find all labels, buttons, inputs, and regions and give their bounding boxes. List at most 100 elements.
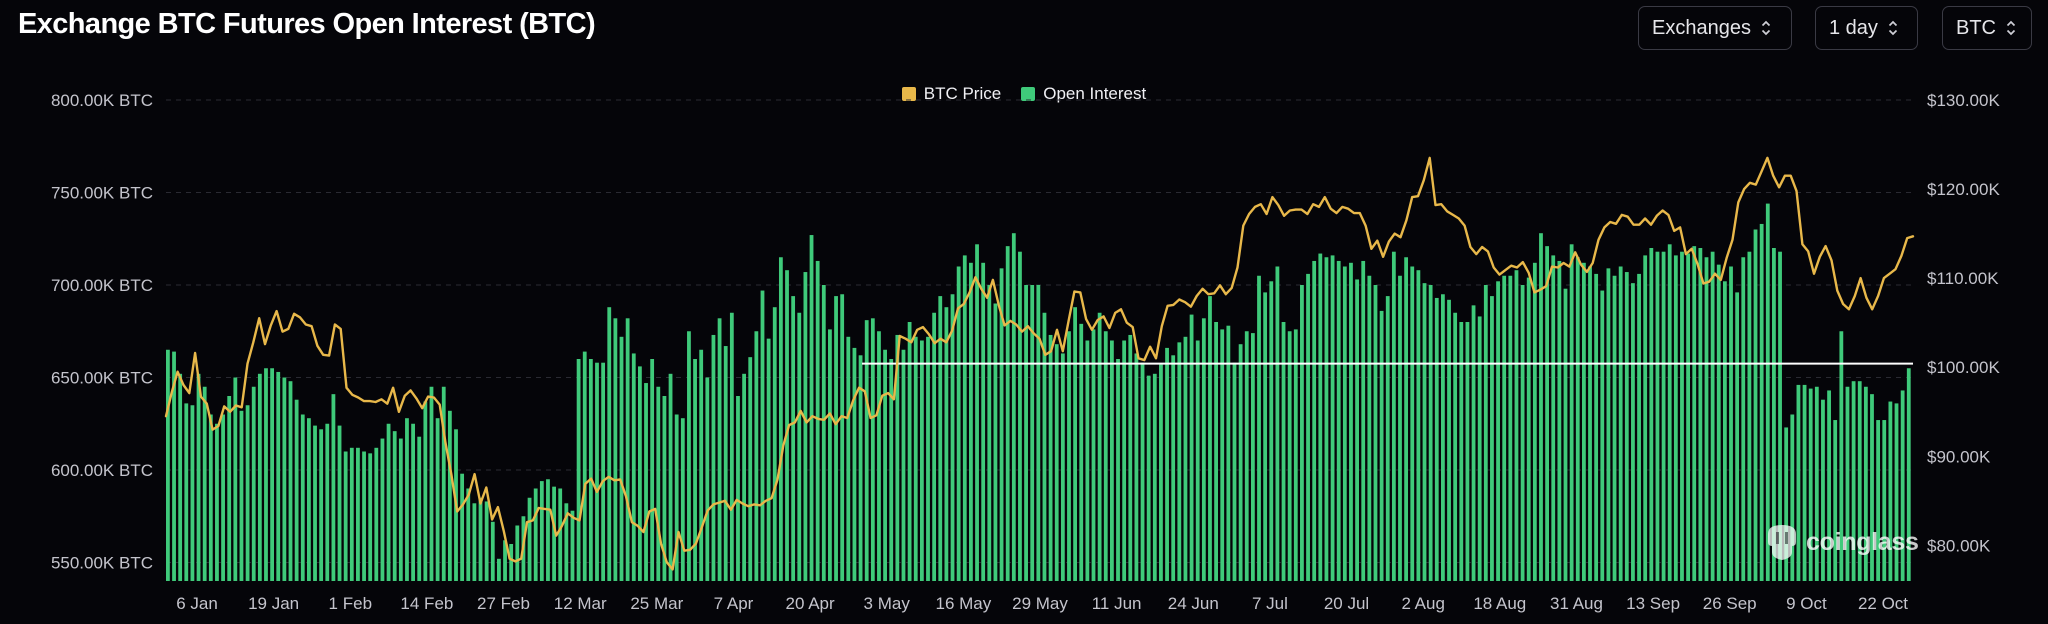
open-interest-bars: [166, 203, 1911, 582]
oi-bar: [313, 425, 317, 581]
oi-bar: [184, 403, 189, 581]
oi-bar: [233, 377, 238, 581]
oi-bar: [1698, 248, 1703, 581]
oi-bar: [1073, 307, 1078, 581]
oi-bar: [680, 418, 685, 581]
oi-bar: [987, 285, 992, 581]
oi-bar: [1465, 322, 1470, 581]
oi-bar: [202, 386, 207, 581]
oi-bar: [1232, 362, 1237, 581]
oi-bar: [1152, 373, 1157, 581]
legend-item-open-interest[interactable]: Open Interest: [1021, 84, 1146, 104]
oi-bar: [1054, 344, 1059, 581]
oi-bar: [754, 331, 759, 581]
oi-bar: [748, 357, 753, 581]
oi-bar: [196, 373, 201, 581]
oi-bar: [264, 368, 268, 581]
oi-bar: [1692, 246, 1697, 581]
x-tick-label: 27 Feb: [477, 594, 530, 613]
oi-bar: [172, 351, 176, 581]
oi-bar: [1355, 279, 1359, 581]
oi-bar: [1667, 244, 1672, 582]
chevron-updown-icon: [1761, 19, 1771, 37]
oi-bar: [803, 272, 808, 581]
x-tick-label: 22 Oct: [1858, 594, 1908, 613]
oi-bar: [1631, 283, 1635, 581]
btc-price-line: [164, 156, 1915, 571]
x-tick-label: 31 Aug: [1550, 594, 1603, 613]
x-tick-label: 19 Jan: [248, 594, 299, 613]
oi-bar: [674, 414, 679, 581]
oi-bar: [257, 373, 262, 581]
oi-bar: [1735, 292, 1740, 581]
oi-bar: [1673, 255, 1678, 581]
oi-bar: [1195, 340, 1200, 581]
oi-bar: [1091, 329, 1096, 581]
oi-bar: [644, 383, 648, 581]
oi-bar: [417, 436, 422, 581]
oi-bar: [1655, 251, 1660, 581]
oi-bar: [1483, 285, 1488, 581]
oi-bar: [331, 394, 336, 581]
oi-bar: [1557, 260, 1562, 581]
oi-bar: [319, 429, 324, 581]
legend-label-btc-price: BTC Price: [923, 84, 1002, 103]
oi-bar: [699, 349, 704, 581]
oi-bar: [1367, 275, 1372, 581]
oi-bar: [1729, 266, 1733, 581]
oi-bar: [1778, 251, 1782, 581]
oi-bar: [1839, 331, 1844, 581]
oi-bar: [1790, 414, 1795, 581]
oi-bar: [472, 503, 477, 581]
oi-bar: [588, 359, 593, 581]
oi-bar: [1116, 359, 1120, 581]
oi-bar: [190, 405, 195, 581]
oi-bar: [975, 244, 979, 582]
oi-bar: [1336, 260, 1341, 581]
oi-bar: [1287, 331, 1292, 581]
y-right-tick-label: $130.00K: [1927, 91, 2000, 110]
oi-bar: [864, 320, 869, 581]
x-tick-label: 16 May: [936, 594, 992, 613]
y-right-tick-label: $80.00K: [1927, 536, 1991, 555]
exchanges-select[interactable]: Exchanges: [1638, 6, 1792, 50]
oi-bar: [981, 262, 986, 581]
oi-bar: [877, 331, 881, 581]
oi-bar: [613, 318, 618, 581]
oi-bar: [791, 296, 796, 581]
oi-bar: [1471, 305, 1476, 581]
oi-bar: [1275, 266, 1280, 581]
oi-bar: [815, 260, 820, 581]
x-tick-label: 12 Mar: [554, 594, 607, 613]
page-title: Exchange BTC Futures Open Interest (BTC): [18, 8, 596, 40]
oi-bar: [834, 296, 838, 581]
oi-bar: [1710, 251, 1715, 581]
oi-bar: [546, 479, 550, 581]
chevron-updown-icon: [2006, 19, 2016, 37]
oi-bar: [809, 235, 814, 582]
oi-bar: [1398, 275, 1402, 581]
oi-bar: [386, 423, 391, 581]
oi-bar: [1808, 388, 1813, 581]
oi-bar: [723, 346, 728, 581]
oi-bar: [1324, 257, 1329, 581]
oi-bar: [1183, 336, 1188, 581]
oi-bar: [760, 290, 765, 581]
oi-bar: [901, 349, 906, 581]
unit-select[interactable]: BTC: [1942, 6, 2032, 50]
oi-bar: [1588, 266, 1592, 581]
oi-bar: [558, 488, 563, 581]
y-left-tick-label: 800.00K BTC: [51, 91, 153, 110]
oi-bar: [306, 418, 311, 581]
oi-bar: [270, 368, 275, 581]
oi-bar: [1263, 292, 1268, 581]
oi-bar: [1318, 253, 1323, 582]
oi-bar: [956, 266, 961, 581]
oi-bar: [1539, 233, 1543, 581]
legend-swatch-open-interest: [1021, 87, 1036, 101]
oi-bar: [227, 396, 232, 581]
oi-bar: [478, 497, 483, 581]
oi-bar: [435, 418, 440, 581]
interval-select[interactable]: 1 day: [1815, 6, 1918, 50]
legend-item-btc-price[interactable]: BTC Price: [901, 84, 1002, 104]
